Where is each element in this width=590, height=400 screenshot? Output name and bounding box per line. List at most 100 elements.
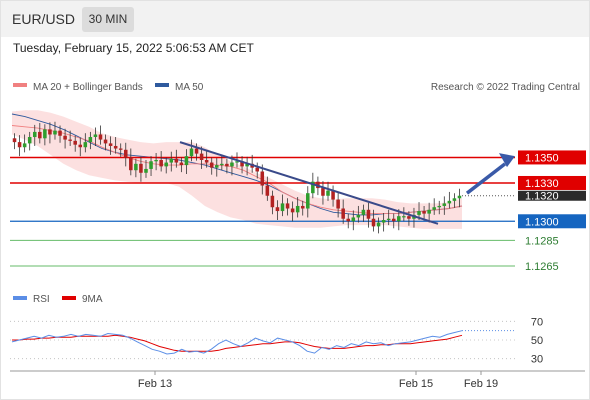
candle-body [290, 208, 295, 213]
candle-body [376, 222, 381, 227]
candle-body [209, 162, 214, 168]
candle-body [17, 142, 22, 148]
candle-body [159, 160, 163, 167]
candle-body [27, 137, 32, 144]
candle-body [98, 134, 103, 140]
ma20-legend-label: MA 20 + Bollinger Bands [33, 82, 143, 93]
candle-body [447, 200, 452, 204]
current-price-label: 1.1320 [525, 191, 559, 203]
candle-body [402, 216, 406, 218]
candle-body [58, 130, 62, 136]
ma9-legend-label: 9MA [82, 294, 103, 305]
candle-body [134, 163, 138, 171]
rsi-legend-swatch [13, 296, 27, 300]
candle-body [321, 188, 325, 196]
bollinger-band-area [12, 110, 462, 229]
forecast-arrow-head [499, 153, 515, 168]
candle-body [336, 199, 340, 209]
candle-body [63, 135, 67, 140]
candle-body [22, 143, 27, 148]
candle-body [422, 211, 426, 214]
candle-body [225, 163, 229, 167]
ma50-legend-swatch [155, 83, 169, 87]
candle-body [341, 208, 345, 219]
candle-body [189, 148, 194, 157]
candle-body [88, 137, 93, 143]
candle-body [427, 209, 431, 214]
rsi-tick-label: 30 [531, 354, 543, 366]
candle-body [397, 216, 401, 222]
candle-body [113, 145, 118, 149]
candle-body [285, 203, 290, 209]
candle-body [164, 162, 168, 167]
ma9-legend-swatch [62, 296, 76, 300]
x-tick-label: Feb 13 [138, 378, 172, 390]
candle-body [154, 160, 158, 162]
rsi-line [11, 330, 463, 355]
pivot-box [518, 214, 586, 229]
candle-body [417, 211, 421, 215]
candle-body [108, 143, 113, 146]
candle-body [432, 207, 436, 210]
candle-body [174, 158, 179, 163]
candle-body [38, 131, 42, 139]
candle-body [442, 203, 447, 206]
resistance-box [518, 175, 586, 190]
candle-body [179, 162, 184, 166]
candle-body [245, 163, 249, 167]
candle-body [371, 218, 376, 227]
candle-body [204, 160, 209, 163]
candle-body [311, 181, 315, 194]
rsi-ma9-line [12, 334, 463, 352]
candle-body [149, 161, 153, 169]
candle-body [73, 140, 77, 145]
rsi-tick-label: 50 [531, 335, 543, 347]
candle-body [270, 195, 275, 208]
timeframe-button[interactable]: 30 MIN [82, 7, 134, 32]
candle-body [260, 171, 265, 186]
candle-body [457, 195, 462, 199]
candle-body [300, 205, 305, 209]
candle-body [351, 217, 356, 222]
candle-body [139, 163, 143, 173]
candle-body [326, 190, 330, 196]
candle-body [48, 129, 52, 135]
credit-text: Research © 2022 Trading Central [431, 82, 580, 93]
candle-body [32, 131, 37, 138]
candle-body [386, 218, 391, 220]
candle-body [169, 158, 174, 163]
candle-body [220, 163, 224, 166]
support-label: 1.1265 [525, 261, 559, 273]
candle-body [356, 214, 361, 218]
candle-body [452, 198, 457, 201]
candle-body [265, 185, 270, 196]
candle-body [230, 162, 234, 167]
datetime-label: Tuesday, February 15, 2022 5:06:53 AM CE… [13, 41, 254, 55]
candle-body [366, 209, 371, 219]
candle-body [255, 167, 259, 172]
current-price-box [518, 190, 586, 201]
candle-body [215, 165, 219, 168]
candle-body [235, 161, 239, 163]
candle-body [240, 161, 244, 167]
candle-body [184, 156, 189, 166]
candle-body [78, 144, 83, 148]
ma20-legend-swatch [13, 83, 27, 87]
chart-header: EUR/USD 30 MIN [1, 1, 589, 37]
candle-body [361, 209, 366, 215]
candle-body [123, 149, 128, 158]
candle-body [83, 142, 88, 148]
candle-body [43, 129, 47, 139]
resistance-box [518, 150, 586, 165]
candle-body [194, 148, 199, 154]
pivot-label: 1.1300 [525, 216, 559, 228]
candle-body [12, 138, 17, 143]
candle-body [199, 153, 204, 160]
ma50-legend-label: MA 50 [175, 82, 204, 93]
candle-body [144, 168, 148, 173]
candle-body [346, 218, 351, 222]
x-tick-label: Feb 19 [464, 378, 498, 390]
candle-body [53, 130, 57, 135]
candle-body [129, 157, 133, 171]
